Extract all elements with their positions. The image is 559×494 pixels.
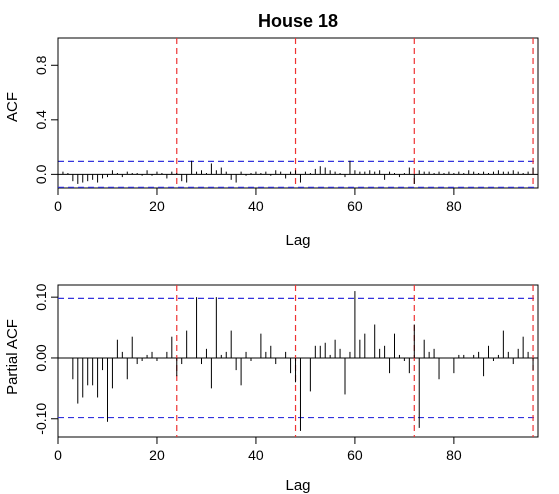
pacf-ylabel: Partial ACF (4, 319, 21, 395)
pacf-xlabel: Lag (285, 477, 310, 494)
acf-x-tick-label: 40 (248, 198, 264, 214)
acf-x-tick-label: 60 (347, 198, 363, 214)
pacf-y-tick-label: 0.10 (33, 283, 49, 310)
acf-x-tick-label: 20 (149, 198, 165, 214)
acf-x-tick-label: 80 (446, 198, 462, 214)
pacf-y-tick-label: -0.10 (33, 403, 49, 435)
pacf-y-tick-label: 0.00 (33, 344, 49, 371)
acf-plot-frame (57, 37, 539, 189)
acf-y-tick-label: 0.0 (33, 164, 49, 184)
acf-xlabel: Lag (285, 232, 310, 249)
acf-plot: 0 20 40 60 80 0.0 0.4 0.8 Lag ACF (4, 37, 539, 249)
pacf-plot: 0 20 40 60 80 -0.10 0.00 0.10 Lag Partial ACF (4, 283, 539, 494)
pacf-x-tick-label: 0 (54, 447, 62, 463)
pacf-x-tick-label: 40 (248, 447, 264, 463)
pacf-x-tick-label: 80 (446, 447, 462, 463)
acf-x-tick-label: 0 (54, 198, 62, 214)
pacf-x-tick-label: 20 (149, 447, 165, 463)
acf-y-tick-label: 0.4 (33, 110, 49, 130)
acf-ylabel: ACF (4, 92, 21, 122)
acf-y-tick-label: 0.8 (33, 55, 49, 75)
chart-title: House 18 (258, 11, 338, 31)
pacf-x-tick-label: 60 (347, 447, 363, 463)
pacf-plot-frame (57, 284, 539, 438)
